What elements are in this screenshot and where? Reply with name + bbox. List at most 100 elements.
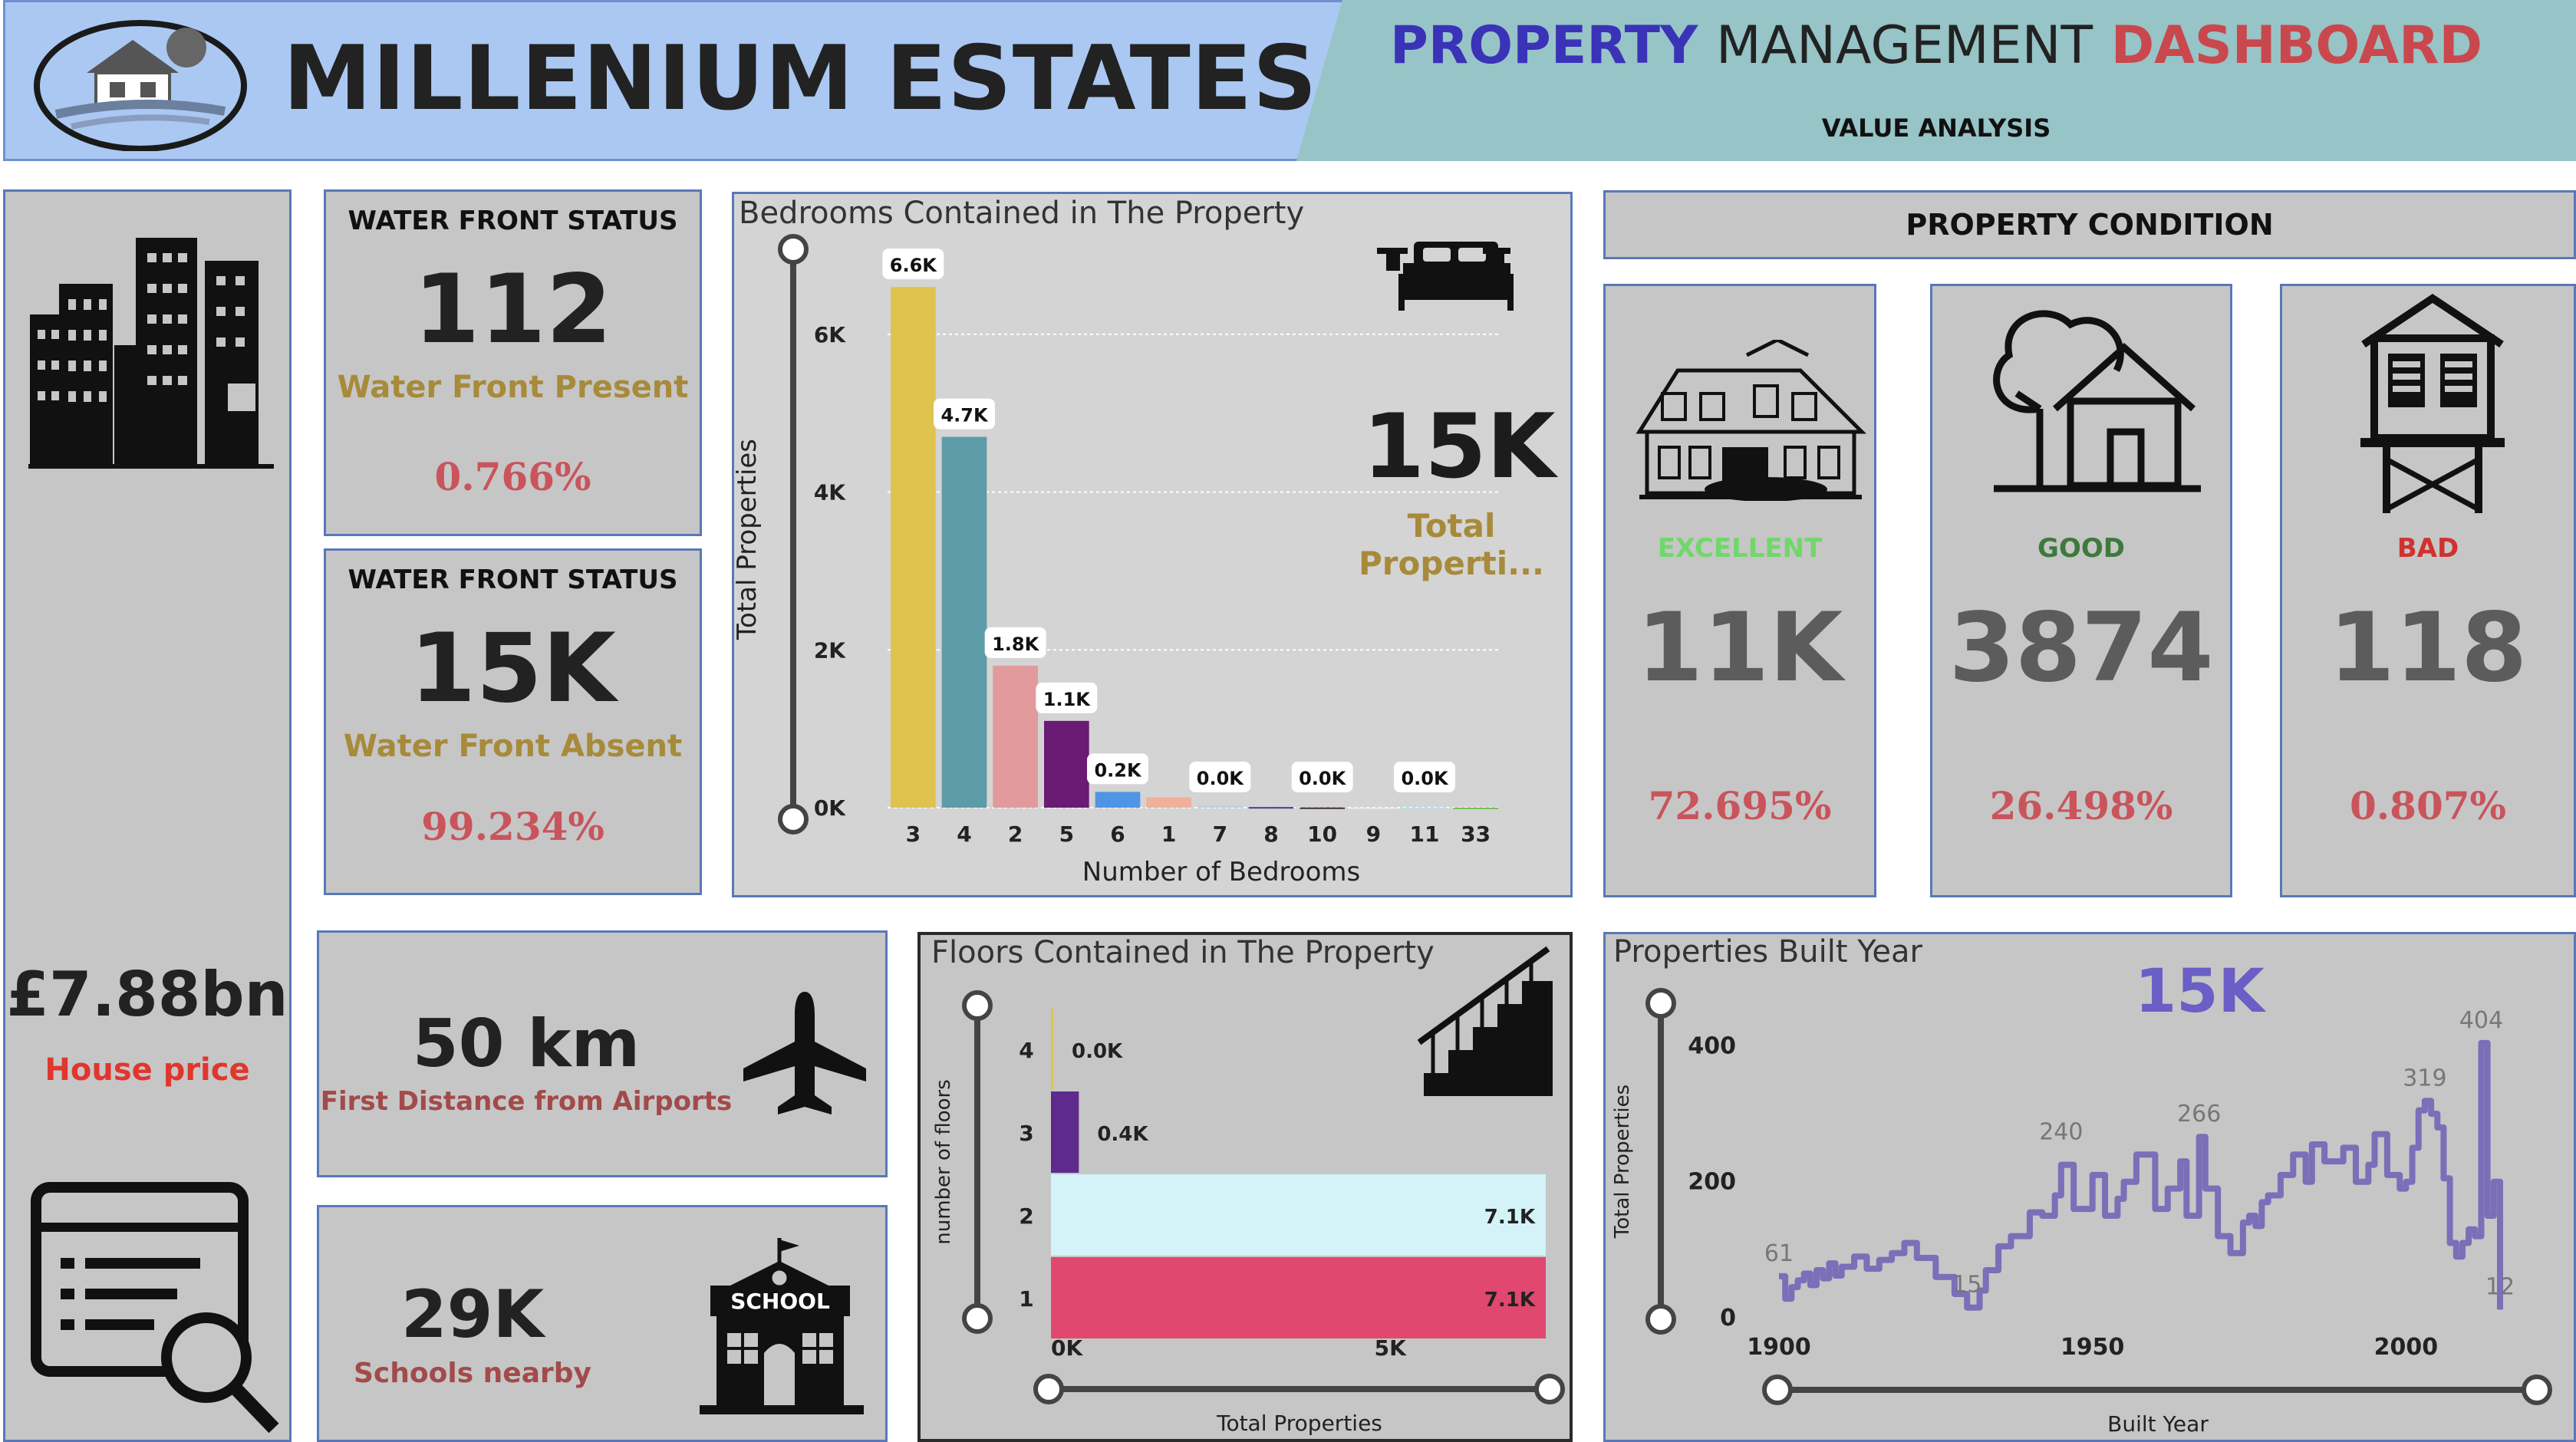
bedrooms-data-label: 0.0K (1299, 768, 1347, 789)
year-x-range-slider-left-handle[interactable] (1762, 1375, 1793, 1405)
house-price-panel: £7.88bn House price (3, 189, 292, 1442)
bedrooms-total-kpi-label: Total Properti... (1359, 507, 1544, 582)
bedrooms-data-label-bg (1291, 762, 1353, 792)
excellent-label-text: EXCELLENT (1657, 533, 1823, 564)
year-y-axis-label: Total Properties (1611, 1085, 1634, 1239)
bedrooms-range-slider-top-handle[interactable] (778, 234, 809, 265)
property-condition-title: PROPERTY CONDITION (1906, 208, 2274, 242)
bedrooms-x-tick: 6 (1110, 821, 1125, 847)
condition-card-bad: BAD 118 0.807% (2280, 284, 2576, 897)
floors-chart-panel: Floors Contained in The Property number … (917, 932, 1573, 1442)
bedrooms-bar (1095, 792, 1141, 808)
year-data-label: 15 (1952, 1272, 1981, 1299)
bad-pct: 0.807% (2349, 783, 2507, 828)
bedrooms-x-axis-label: Number of Bedrooms (1082, 857, 1360, 887)
bedrooms-y-axis-label: Total Properties (734, 439, 763, 640)
water-front-absent-label: Water Front Absent (343, 729, 683, 764)
bedrooms-bar (1146, 797, 1191, 808)
floors-range-slider-top-handle[interactable] (962, 990, 993, 1021)
title-part-property: PROPERTY (1390, 15, 1698, 76)
year-y-tick: 400 (1688, 1032, 1736, 1059)
bedrooms-y-tick: 6K (814, 322, 846, 347)
house-price-value: £7.88bn (6, 959, 288, 1030)
title-part-dashboard: DASHBOARD (2110, 15, 2482, 76)
bedrooms-x-tick: 8 (1263, 821, 1278, 847)
water-front-absent-value: 15K (410, 614, 616, 724)
good-value: 3874 (1948, 593, 2214, 703)
water-front-status-title: WATER FRONT STATUS (348, 565, 678, 595)
bedrooms-x-tick: 10 (1307, 821, 1337, 847)
bedrooms-bar (1453, 807, 1498, 809)
bedrooms-bar (891, 287, 936, 808)
excellent-pct: 72.695% (1648, 783, 1832, 828)
bedrooms-x-tick: 4 (957, 821, 971, 847)
built-year-total-kpi: 15K (2135, 957, 2265, 1026)
floors-data-label: 7.1K (1484, 1206, 1536, 1229)
water-front-absent-pct: 99.234% (421, 804, 604, 849)
excellent-value: 11K (1636, 593, 1843, 703)
bedrooms-data-label: 0.0K (1401, 768, 1449, 789)
year-y-range-slider-top-handle[interactable] (1645, 988, 1676, 1019)
floors-y-tick: 2 (1019, 1203, 1033, 1229)
title-part-management: MANAGEMENT (1715, 15, 2093, 76)
floors-bar (1051, 1174, 1546, 1256)
logo-house-icon (34, 20, 247, 151)
floors-bar (1051, 1091, 1079, 1173)
bedrooms-range-slider-bottom-handle[interactable] (778, 804, 809, 835)
floors-y-tick: 4 (1019, 1038, 1033, 1063)
year-data-label: 240 (2039, 1118, 2083, 1145)
floors-data-label: 7.1K (1484, 1289, 1536, 1312)
mansion-icon (1636, 340, 1867, 501)
water-front-present-value: 112 (413, 255, 612, 365)
bedrooms-x-tick: 9 (1366, 821, 1381, 847)
year-x-axis-label: Built Year (2107, 1411, 2209, 1437)
year-data-label: 12 (2485, 1273, 2515, 1300)
floors-data-label: 0.4K (1097, 1123, 1148, 1146)
year-series-line (1779, 1039, 2503, 1311)
brand-name: MILLENIUM ESTATES (283, 27, 1318, 130)
schools-nearby-label: Schools nearby (354, 1358, 591, 1389)
school-building-icon: SCHOOL (700, 1238, 864, 1414)
water-front-present-pct: 0.766% (434, 454, 591, 499)
floors-x-axis-label: Total Properties (1216, 1411, 1382, 1436)
bad-label: BAD (2282, 533, 2574, 564)
bedrooms-data-label-bg (882, 249, 944, 280)
bedrooms-data-label-bg (1394, 762, 1455, 792)
year-x-range-slider-right-handle[interactable] (2522, 1375, 2552, 1405)
year-x-tick: 1900 (1747, 1334, 1811, 1361)
bedrooms-data-label: 0.2K (1094, 759, 1142, 781)
floors-bar-chart: number of floors Total Properties 4 0.0K 3… (932, 990, 1565, 1436)
bedrooms-data-label: 1.8K (992, 634, 1040, 655)
bedrooms-data-label-bg (934, 398, 995, 430)
schools-nearby-value: 29K (400, 1276, 545, 1353)
stilt-hut-icon (2360, 293, 2505, 513)
floors-x-range-slider-right-handle[interactable] (1534, 1374, 1565, 1404)
floors-x-range-slider-left-handle[interactable] (1033, 1374, 1064, 1404)
city-buildings-icon (28, 238, 274, 469)
bedrooms-bar (1300, 807, 1345, 809)
year-y-range-slider-bottom-handle[interactable] (1645, 1304, 1676, 1335)
airport-distance-value: 50 km (412, 1006, 641, 1082)
bedrooms-bar (1197, 805, 1243, 808)
water-front-present-card: WATER FRONT STATUS 112 Water Front Prese… (324, 189, 702, 536)
school-sign-text: SCHOOL (730, 1289, 830, 1314)
bedrooms-data-label-bg (1036, 682, 1098, 713)
bedrooms-data-label-bg (984, 627, 1046, 658)
header-title-panel: PROPERTY MANAGEMENT DASHBOARD VALUE ANAL… (1296, 0, 2576, 161)
bedrooms-bar (1248, 807, 1294, 809)
bedrooms-x-tick: 1 (1161, 821, 1176, 847)
excellent-label: EXCELLENT (1606, 533, 1874, 564)
floors-x-tick: 0K (1051, 1335, 1083, 1361)
airport-distance-card: 50 km First Distance from Airports (317, 930, 888, 1177)
house-tree-icon (1993, 310, 2201, 492)
floors-y-tick: 3 (1019, 1121, 1033, 1146)
property-condition-header: PROPERTY CONDITION (1603, 190, 2576, 259)
bedrooms-x-tick: 11 (1410, 821, 1440, 847)
bedrooms-bar (1351, 807, 1396, 809)
year-data-label: 61 (1764, 1240, 1794, 1267)
bedrooms-data-label: 6.6K (890, 255, 938, 276)
water-front-present-label: Water Front Present (337, 370, 689, 405)
floors-range-slider-bottom-handle[interactable] (962, 1303, 993, 1334)
bedrooms-x-tick: 2 (1008, 821, 1023, 847)
airplane-icon (743, 992, 866, 1114)
